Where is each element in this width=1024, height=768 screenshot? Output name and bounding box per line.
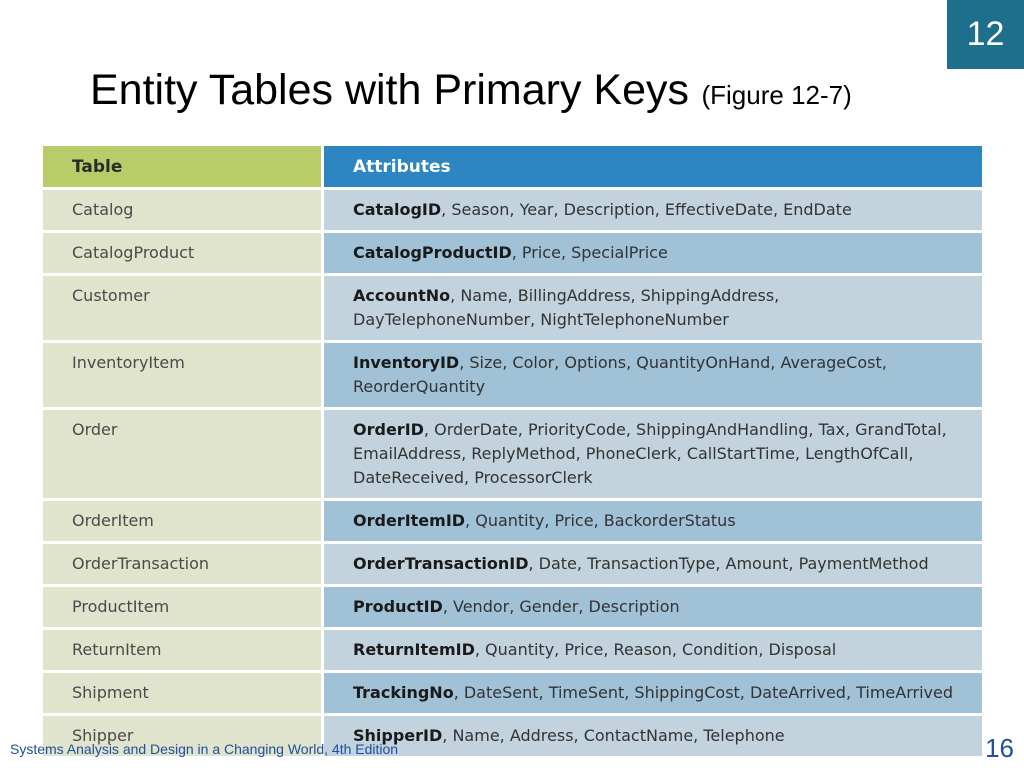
table-header-row: Table Attributes bbox=[43, 146, 982, 189]
entity-name: OrderTransaction bbox=[43, 541, 323, 586]
entity-attributes: OrderID, OrderDate, PriorityCode, Shippi… bbox=[321, 407, 982, 500]
attribute-list: , Size, Color, Options, QuantityOnHand, … bbox=[353, 353, 887, 396]
entity-name: Catalog bbox=[43, 187, 323, 232]
attribute-list: , Price, SpecialPrice bbox=[511, 243, 668, 262]
table-row: ReturnItem ReturnItemID, Quantity, Price… bbox=[43, 627, 982, 672]
entity-attributes: ProductID, Vendor, Gender, Description bbox=[321, 584, 982, 629]
table-row: Order OrderID, OrderDate, PriorityCode, … bbox=[43, 407, 982, 500]
primary-key: ProductID bbox=[353, 597, 443, 616]
entity-name: Shipper bbox=[43, 713, 323, 756]
attribute-list: , Vendor, Gender, Description bbox=[442, 597, 680, 616]
attribute-list: , Quantity, Price, BackorderStatus bbox=[465, 511, 736, 530]
entity-name: OrderItem bbox=[43, 498, 323, 543]
entity-attributes: OrderItemID, Quantity, Price, BackorderS… bbox=[321, 498, 982, 543]
primary-key: TrackingNo bbox=[353, 683, 454, 702]
attribute-list: , Quantity, Price, Reason, Condition, Di… bbox=[474, 640, 837, 659]
entity-name: Shipment bbox=[43, 670, 323, 715]
entity-attributes: TrackingNo, DateSent, TimeSent, Shipping… bbox=[321, 670, 982, 715]
table-row: InventoryItem InventoryID, Size, Color, … bbox=[43, 340, 982, 409]
slide-title: Entity Tables with Primary Keys (Figure … bbox=[90, 66, 852, 115]
entity-attributes: CatalogProductID, Price, SpecialPrice bbox=[321, 230, 982, 275]
primary-key: ShipperID bbox=[353, 726, 443, 745]
primary-key: CatalogID bbox=[353, 200, 442, 219]
entity-name: ReturnItem bbox=[43, 627, 323, 672]
primary-key: OrderItemID bbox=[353, 511, 466, 530]
primary-key: OrderTransactionID bbox=[353, 554, 529, 573]
entity-name: Order bbox=[43, 407, 323, 500]
table-row: OrderItem OrderItemID, Quantity, Price, … bbox=[43, 498, 982, 543]
entity-attributes: ShipperID, Name, Address, ContactName, T… bbox=[321, 713, 982, 756]
table-row: OrderTransaction OrderTransactionID, Dat… bbox=[43, 541, 982, 586]
attribute-list: , Season, Year, Description, EffectiveDa… bbox=[441, 200, 852, 219]
attribute-list: , Name, BillingAddress, ShippingAddress,… bbox=[353, 286, 780, 329]
page-number: 16 bbox=[985, 733, 1014, 763]
entity-attributes: OrderTransactionID, Date, TransactionTyp… bbox=[321, 541, 982, 586]
attribute-list: , DateSent, TimeSent, ShippingCost, Date… bbox=[453, 683, 954, 702]
entity-attributes: ReturnItemID, Quantity, Price, Reason, C… bbox=[321, 627, 982, 672]
entity-attributes: CatalogID, Season, Year, Description, Ef… bbox=[321, 187, 982, 232]
footer-text: Systems Analysis and Design in a Changin… bbox=[10, 741, 399, 757]
primary-key: ReturnItemID bbox=[353, 640, 475, 659]
entity-name: CatalogProduct bbox=[43, 230, 323, 275]
title-text: Entity Tables with Primary Keys bbox=[90, 66, 690, 114]
entity-attributes: AccountNo, Name, BillingAddress, Shippin… bbox=[321, 273, 982, 342]
attribute-list: , Name, Address, ContactName, Telephone bbox=[442, 726, 785, 745]
header-table: Table bbox=[43, 146, 323, 189]
primary-key: AccountNo bbox=[353, 286, 451, 305]
entity-table: Table Attributes Catalog CatalogID, Seas… bbox=[43, 146, 982, 756]
figure-reference: (Figure 12-7) bbox=[701, 80, 852, 110]
table-row: ProductItem ProductID, Vendor, Gender, D… bbox=[43, 584, 982, 629]
primary-key: CatalogProductID bbox=[353, 243, 512, 262]
table-row: Customer AccountNo, Name, BillingAddress… bbox=[43, 273, 982, 342]
table-row: Catalog CatalogID, Season, Year, Descrip… bbox=[43, 187, 982, 232]
chapter-badge: 12 bbox=[947, 0, 1024, 69]
attribute-list: , Date, TransactionType, Amount, Payment… bbox=[528, 554, 929, 573]
table-row: Shipper ShipperID, Name, Address, Contac… bbox=[43, 713, 982, 756]
entity-name: Customer bbox=[43, 273, 323, 342]
entity-attributes: InventoryID, Size, Color, Options, Quant… bbox=[321, 340, 982, 409]
header-attributes: Attributes bbox=[321, 146, 982, 189]
primary-key: OrderID bbox=[353, 420, 424, 439]
entity-name: InventoryItem bbox=[43, 340, 323, 409]
entity-name: ProductItem bbox=[43, 584, 323, 629]
primary-key: InventoryID bbox=[353, 353, 460, 372]
table-row: CatalogProduct CatalogProductID, Price, … bbox=[43, 230, 982, 275]
table-row: Shipment TrackingNo, DateSent, TimeSent,… bbox=[43, 670, 982, 715]
attribute-list: , OrderDate, PriorityCode, ShippingAndHa… bbox=[353, 420, 947, 487]
